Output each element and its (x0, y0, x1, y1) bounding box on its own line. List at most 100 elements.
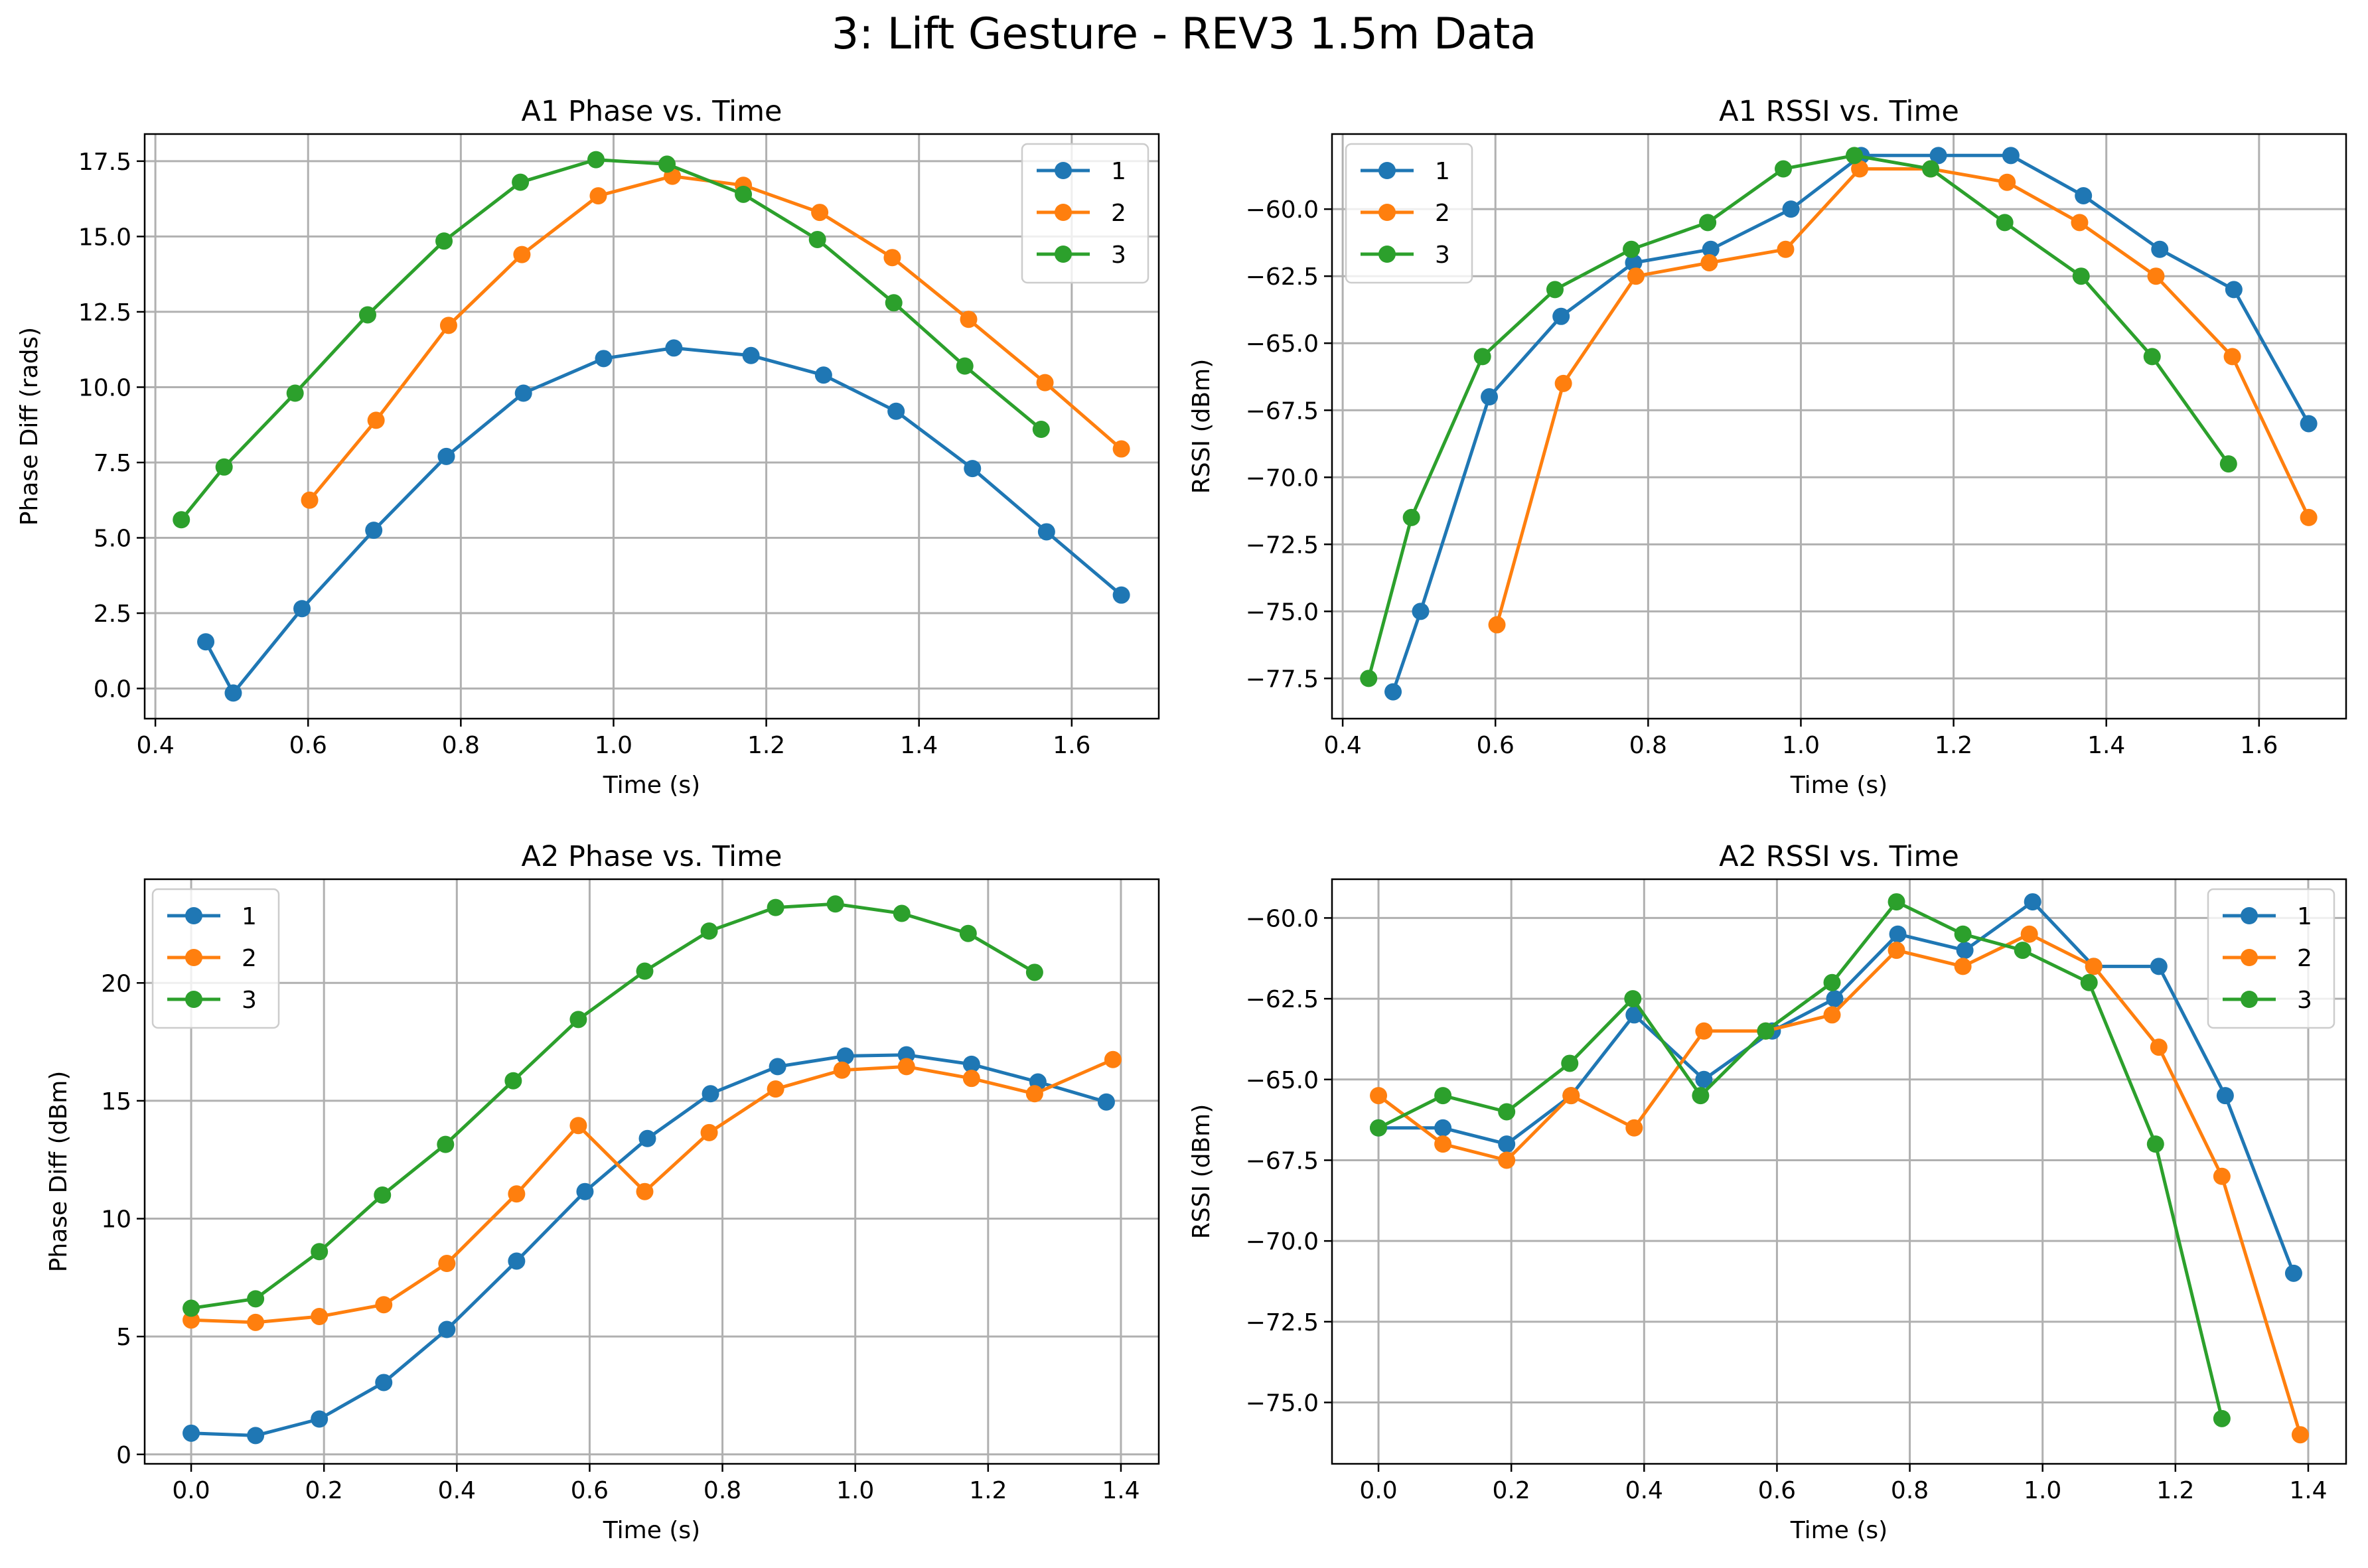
series-2-point (2223, 348, 2241, 366)
series-1-point (2225, 281, 2243, 299)
series-2-point (1777, 240, 1795, 258)
legend-series-1-label: 1 (242, 903, 257, 930)
series-3-point (2146, 1135, 2164, 1153)
legend-series-2-label: 2 (1435, 200, 1450, 227)
series-2-point (1823, 1006, 1841, 1024)
series-3-point (2213, 1409, 2231, 1427)
series-1-point (836, 1047, 854, 1065)
y-axis-label: Phase Diff (dBm) (45, 1071, 72, 1273)
series-3-point (1775, 160, 1793, 178)
y-tick-label: −77.5 (1246, 666, 1319, 693)
series-3-point (1623, 240, 1641, 258)
series-2-point (1370, 1087, 1388, 1105)
y-tick-label: −67.5 (1246, 1147, 1319, 1175)
y-tick-label: −65.0 (1246, 330, 1319, 358)
series-2-point (833, 1061, 851, 1079)
subplot-4-plot-area (1370, 893, 2309, 1444)
series-1-point (887, 402, 905, 420)
series-3-point (700, 922, 718, 940)
subplot-4-frame (1331, 878, 2347, 1465)
legend-series-1-label: 1 (2297, 903, 2312, 930)
series-1-point (1097, 1093, 1115, 1111)
series-3-point (1402, 508, 1420, 526)
series-1-point (1112, 586, 1130, 604)
series-3-point (658, 155, 676, 173)
legend-series-1-label: 1 (1435, 158, 1450, 185)
series-3-point (1032, 421, 1050, 439)
series-3-point (286, 384, 304, 402)
series-1-point (1412, 603, 1430, 620)
series-2-point (2147, 267, 2165, 285)
series-3-point (173, 511, 190, 529)
series-1-point (814, 366, 832, 384)
x-tick-label: 0.8 (1891, 1477, 1929, 1504)
series-2-point (2085, 958, 2103, 975)
series-1-point (311, 1410, 329, 1428)
series-1-point (962, 1055, 980, 1073)
y-tick-label: −70.0 (1246, 464, 1319, 492)
series-2-point (375, 1296, 393, 1314)
y-axis-label: RSSI (dBm) (1188, 1104, 1215, 1239)
series-2-point (1695, 1022, 1713, 1040)
series-3-point (1692, 1087, 1710, 1105)
subplot-2-frame (1331, 133, 2347, 720)
series-2-point (2150, 1038, 2168, 1056)
series-3-point (435, 232, 453, 250)
series-3-point (358, 306, 376, 324)
series-3-point (959, 924, 977, 942)
series-1-point (2002, 147, 2020, 165)
series-1-point (438, 1320, 456, 1338)
x-tick-label: 1.0 (2024, 1477, 2061, 1504)
series-3-line (180, 158, 1043, 521)
subplot-1-plot-area (173, 151, 1130, 702)
series-2-point (1036, 374, 1054, 392)
legend-series-2-marker (185, 949, 202, 966)
x-tick-label: 0.8 (442, 732, 480, 759)
series-2-point (311, 1307, 329, 1325)
series-2-point (1954, 958, 1972, 975)
x-axis-label: Time (s) (1790, 1517, 1887, 1544)
y-tick-label: 5.0 (94, 526, 131, 553)
series-2-point (700, 1123, 718, 1141)
y-axis-label: RSSI (dBm) (1188, 359, 1215, 494)
x-tick-label: 0.6 (1477, 732, 1515, 759)
series-3-point (2014, 942, 2032, 960)
series-1-point (1625, 253, 1643, 271)
series-3-point (1360, 670, 1378, 687)
series-3-point (1498, 1103, 1516, 1121)
legend: 1 2 3 (1345, 143, 1473, 284)
y-tick-label: 12.5 (78, 299, 131, 326)
x-tick-label: 1.4 (2087, 732, 2125, 759)
series-3-point (1699, 214, 1717, 232)
subplot-4: 0.0 0.2 0.4 0.6 0.8 1.0 1.2 1.4 −75.0 −72.5 −70.0 −… (1188, 840, 2347, 1544)
series-3-line (1377, 900, 2224, 1419)
series-1-point (247, 1427, 265, 1445)
series-1-point (1552, 307, 1570, 325)
y-tick-label: 0 (116, 1442, 131, 1469)
series-1-point (365, 522, 383, 539)
series-1-point (2300, 415, 2318, 433)
series-1-point (2150, 958, 2168, 975)
series-3-point (1922, 160, 1940, 178)
x-tick-label: 1.2 (1935, 732, 1972, 759)
series-1-point (897, 1046, 915, 1064)
series-1-point (197, 633, 215, 651)
x-tick-label: 1.2 (2156, 1477, 2194, 1504)
subplot-title: A1 Phase vs. Time (522, 95, 782, 128)
series-3-point (1624, 990, 1642, 1008)
series-1-point (293, 600, 311, 618)
y-tick-label: 0.0 (94, 676, 131, 703)
x-tick-label: 0.8 (703, 1477, 741, 1504)
legend-series-3-marker (185, 991, 202, 1008)
series-1-point (1384, 683, 1402, 701)
x-tick-label: 0.4 (438, 1477, 476, 1504)
subplot-3: 0.0 0.2 0.4 0.6 0.8 1.0 1.2 1.4 0 5 10 15 20 A2 Phase… (45, 840, 1160, 1544)
series-2-point (883, 249, 901, 267)
series-3-point (1757, 1022, 1775, 1040)
x-tick-label: 0.4 (1625, 1477, 1663, 1504)
series-2-point (438, 1255, 456, 1273)
x-tick-label: 0.6 (1758, 1477, 1796, 1504)
series-1-point (1782, 200, 1800, 218)
series-3-point (569, 1011, 587, 1029)
